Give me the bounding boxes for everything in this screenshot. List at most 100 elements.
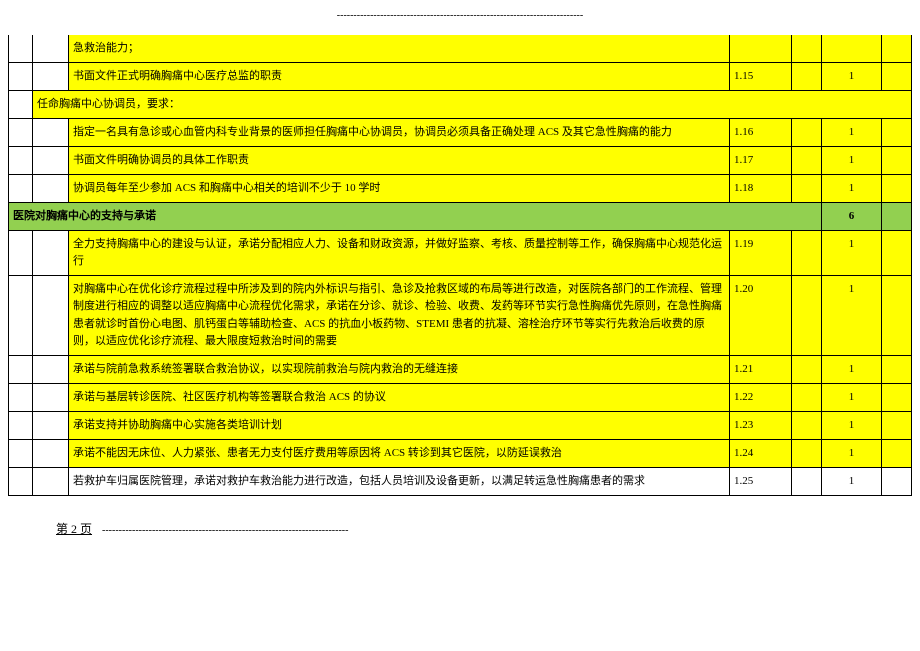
cell [792,35,822,63]
cell: 承诺不能因无床位、人力紧张、患者无力支付医疗费用等原因将 ACS 转诊到其它医院… [69,439,730,467]
cell: 1.18 [730,175,792,203]
cell [33,175,69,203]
table-row: 书面文件明确协调员的具体工作职责1.17 1 [9,147,912,175]
cell: 急救治能力； [69,35,730,63]
cell [9,63,33,91]
cell [792,411,822,439]
cell: 若救护车归属医院管理，承诺对救护车救治能力进行改造，包括人员培训及设备更新，以满… [69,467,730,495]
cell [882,119,912,147]
cell [33,147,69,175]
cell [33,276,69,355]
cell [9,439,33,467]
cell: 承诺支持并协助胸痛中心实施各类培训计划 [69,411,730,439]
top-dashes: ----------------------------------------… [8,10,912,21]
cell: 1 [822,276,882,355]
table-row: 对胸痛中心在优化诊疗流程过程中所涉及到的院内外标识与指引、急诊及抢救区域的布局等… [9,276,912,355]
footer-dashes: ----------------------------------------… [102,525,348,536]
cell: 承诺与院前急救系统签署联合救治协议，以实现院前救治与院内救治的无缝连接 [69,355,730,383]
cell [792,276,822,355]
cell: 1.25 [730,467,792,495]
cell: 书面文件明确协调员的具体工作职责 [69,147,730,175]
cell [882,355,912,383]
cell [9,467,33,495]
cell [9,175,33,203]
cell [882,35,912,63]
cell: 1 [822,231,882,276]
cell [9,411,33,439]
cell [33,63,69,91]
cell [33,439,69,467]
cell [33,383,69,411]
cell [822,35,882,63]
cell [33,355,69,383]
table-row: 协调员每年至少参加 ACS 和胸痛中心相关的培训不少于 10 学时1.18 1 [9,175,912,203]
cell [882,439,912,467]
cell: 承诺与基层转诊医院、社区医疗机构等签署联合救治 ACS 的协议 [69,383,730,411]
cell: 对胸痛中心在优化诊疗流程过程中所涉及到的院内外标识与指引、急诊及抢救区域的布局等… [69,276,730,355]
cell: 1.24 [730,439,792,467]
cell [882,383,912,411]
cell: 1.17 [730,147,792,175]
cell: 6 [822,203,882,231]
cell: 1.19 [730,231,792,276]
cell: 全力支持胸痛中心的建设与认证，承诺分配相应人力、设备和财政资源，并做好监察、考核… [69,231,730,276]
cell [9,383,33,411]
table-row: 承诺支持并协助胸痛中心实施各类培训计划1.23 1 [9,411,912,439]
cell [792,175,822,203]
cell [792,231,822,276]
cell [792,147,822,175]
page-number: 第 2 页 [56,522,102,536]
cell [9,91,33,119]
table-row: 急救治能力； [9,35,912,63]
cell [33,119,69,147]
cell [792,63,822,91]
cell: 1 [822,147,882,175]
cell: 1 [822,439,882,467]
table-row: 书面文件正式明确胸痛中心医疗总监的职责1.15 1 [9,63,912,91]
table-row: 承诺与院前急救系统签署联合救治协议，以实现院前救治与院内救治的无缝连接1.21 1 [9,355,912,383]
assessment-table: 急救治能力；书面文件正式明确胸痛中心医疗总监的职责1.151任命胸痛中心协调员，… [8,35,912,496]
cell: 1 [822,467,882,495]
cell: 任命胸痛中心协调员，要求： [33,91,912,119]
cell [792,119,822,147]
cell [882,276,912,355]
cell [882,231,912,276]
cell: 1 [822,175,882,203]
cell: 指定一名具有急诊或心血管内科专业背景的医师担任胸痛中心协调员，协调员必须具备正确… [69,119,730,147]
table-row: 指定一名具有急诊或心血管内科专业背景的医师担任胸痛中心协调员，协调员必须具备正确… [9,119,912,147]
cell: 1 [822,383,882,411]
cell [882,63,912,91]
cell: 1 [822,63,882,91]
cell: 1.23 [730,411,792,439]
cell [882,203,912,231]
table-row: 全力支持胸痛中心的建设与认证，承诺分配相应人力、设备和财政资源，并做好监察、考核… [9,231,912,276]
table-row: 承诺与基层转诊医院、社区医疗机构等签署联合救治 ACS 的协议1.22 1 [9,383,912,411]
cell: 1 [822,411,882,439]
cell [9,355,33,383]
cell: 医院对胸痛中心的支持与承诺 [9,203,822,231]
cell [882,411,912,439]
table-row: 承诺不能因无床位、人力紧张、患者无力支付医疗费用等原因将 ACS 转诊到其它医院… [9,439,912,467]
cell [792,383,822,411]
cell: 协调员每年至少参加 ACS 和胸痛中心相关的培训不少于 10 学时 [69,175,730,203]
cell [33,35,69,63]
cell: 1.22 [730,383,792,411]
page-footer: 第 2 页-----------------------------------… [8,520,912,537]
cell: 1.20 [730,276,792,355]
cell [33,231,69,276]
cell [882,147,912,175]
cell: 1.16 [730,119,792,147]
cell [33,411,69,439]
cell [792,439,822,467]
cell: 1.21 [730,355,792,383]
cell: 1 [822,355,882,383]
cell: 书面文件正式明确胸痛中心医疗总监的职责 [69,63,730,91]
cell [882,175,912,203]
cell [9,276,33,355]
table-row: 任命胸痛中心协调员，要求： [9,91,912,119]
table-row: 若救护车归属医院管理，承诺对救护车救治能力进行改造，包括人员培训及设备更新，以满… [9,467,912,495]
cell: 1.15 [730,63,792,91]
cell [33,467,69,495]
cell [9,35,33,63]
cell [730,35,792,63]
